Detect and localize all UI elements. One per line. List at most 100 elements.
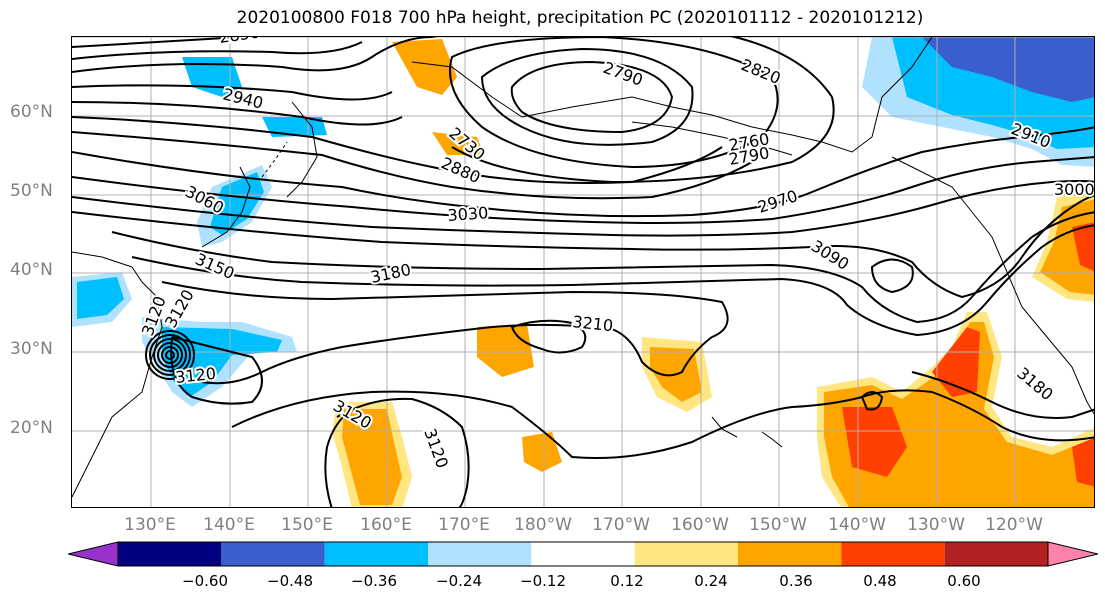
contour-3150 (111, 211, 1094, 324)
shade-orange-mid1 (477, 324, 534, 377)
colorbar-swatch (738, 542, 842, 566)
contour-label: 3030 (447, 203, 489, 225)
contour-2790-low (480, 47, 694, 146)
contour-3180 (161, 281, 729, 385)
coast-asia (72, 251, 163, 498)
contour-2760 (449, 37, 779, 169)
colorbar-swatch (118, 542, 222, 566)
lon-label-130w: 130°W (907, 515, 965, 535)
lat-label-30n: 30°N (10, 339, 53, 359)
colorbar-swatch (841, 542, 945, 566)
typhoon-rings (145, 330, 195, 380)
colorbar-swatch (324, 542, 428, 566)
contour-label: 3180 (1013, 364, 1056, 405)
colorbar-swatch (944, 542, 1048, 566)
lon-label-160e: 160°E (360, 515, 412, 535)
lon-label-140w: 140°W (828, 515, 886, 535)
map-svg: 2850294027902820273027602790288030603030… (72, 37, 1095, 507)
lon-label-120w: 120°W (985, 515, 1043, 535)
coast-namerica (891, 156, 1094, 415)
colorbar-tick-label: −0.24 (436, 572, 482, 590)
coast-kuril (261, 141, 288, 178)
coast-hawaii2 (761, 431, 783, 448)
shade-blue-japan-mid (210, 172, 264, 235)
coast-japan (201, 166, 251, 248)
colorbar (68, 541, 1098, 567)
contour-3120-s2 (324, 408, 353, 507)
graticule (72, 37, 1094, 507)
contour-label: 3120 (420, 426, 452, 471)
contour-3060 (72, 126, 1094, 218)
contour-3030 (72, 156, 1094, 224)
contour-label: 2790 (601, 58, 646, 90)
colorbar-tick-label: 0.12 (610, 572, 644, 590)
contour-2940 (72, 84, 393, 101)
lon-label-150w: 150°W (749, 515, 807, 535)
lon-label-180w: 180°W (514, 515, 572, 535)
shade-blue-korea-mid (77, 277, 124, 319)
coast-aleutians (631, 121, 793, 156)
colorbar-swatch (221, 542, 325, 566)
contour-2880 (72, 116, 723, 184)
chart-title: 2020100800 F018 700 hPa height, precipit… (236, 8, 924, 28)
contour-low-40n (870, 258, 914, 294)
lon-label-170w: 170°W (592, 515, 650, 535)
colorbar-swatch (634, 542, 738, 566)
height-contours (72, 37, 1094, 507)
lon-label-170e: 170°E (438, 515, 490, 535)
colorbar-tick-label: 0.48 (863, 572, 897, 590)
contour-label: 3000 (1054, 180, 1095, 199)
shade-orange-e1-dark (1072, 222, 1094, 272)
shade-orange-n2 (432, 132, 484, 155)
contour-2850 (72, 37, 243, 48)
coast-alaska (411, 37, 933, 153)
contour-2970 (72, 180, 1094, 237)
colorbar-tick-label: 0.60 (947, 572, 981, 590)
colorbar-extend-right (1047, 541, 1098, 567)
contour-label: 2850 (218, 37, 261, 47)
colorbar-extend-left (68, 541, 119, 567)
lat-label-60n: 60°N (10, 102, 53, 122)
contour-2730 (510, 60, 674, 134)
colorbar-tick-label: −0.60 (182, 572, 228, 590)
map-panel: 2850294027902820273027602790288030603030… (71, 36, 1095, 508)
contour-3210 (510, 319, 587, 354)
contour-2820 (432, 37, 835, 184)
contour-label: 3180 (369, 260, 413, 287)
shade-orange-s2 (522, 432, 562, 472)
shade-blue-ne-dark (922, 37, 1094, 102)
shade-orange-se-dark2 (932, 327, 980, 397)
contour-label: 2820 (739, 55, 784, 88)
contour-3000 (72, 194, 1094, 299)
contour-small-low (860, 391, 884, 411)
lon-label-140e: 140°E (203, 515, 255, 535)
lon-label-150e: 150°E (281, 515, 333, 535)
contour-label: 3210 (572, 312, 614, 335)
lat-label-20n: 20°N (10, 418, 53, 438)
shade-orange-n1 (392, 39, 457, 95)
contour-3180-e (911, 371, 1094, 419)
colorbar-swatch (428, 542, 532, 566)
contour-3120-s (336, 397, 470, 507)
colorbar-tick-label: 0.24 (694, 572, 728, 590)
colorbar-tick-label: −0.48 (267, 572, 313, 590)
lat-label-40n: 40°N (10, 260, 53, 280)
contour-label: 3090 (808, 236, 853, 274)
contour-label: 2970 (755, 186, 800, 217)
lon-label-130e: 130°E (124, 515, 176, 535)
colorbar-tick-label: −0.12 (520, 572, 566, 590)
contour-south-long (231, 389, 1094, 459)
shade-orange-se-dark3 (1072, 437, 1094, 487)
colorbar-tick-label: −0.36 (351, 572, 397, 590)
colorbar-tick-label: 0.36 (779, 572, 813, 590)
lat-label-50n: 50°N (10, 181, 53, 201)
contour-top1 (72, 41, 363, 60)
shade-orange-e1-mid (1040, 199, 1094, 295)
contour-top4 (72, 101, 403, 126)
colorbar-swatch (531, 542, 635, 566)
contour-3120 (170, 336, 263, 405)
lon-label-160w: 160°W (671, 515, 729, 535)
contour-top2 (72, 37, 433, 73)
contour-top6 (72, 131, 753, 200)
colorbar-border (117, 541, 1049, 567)
